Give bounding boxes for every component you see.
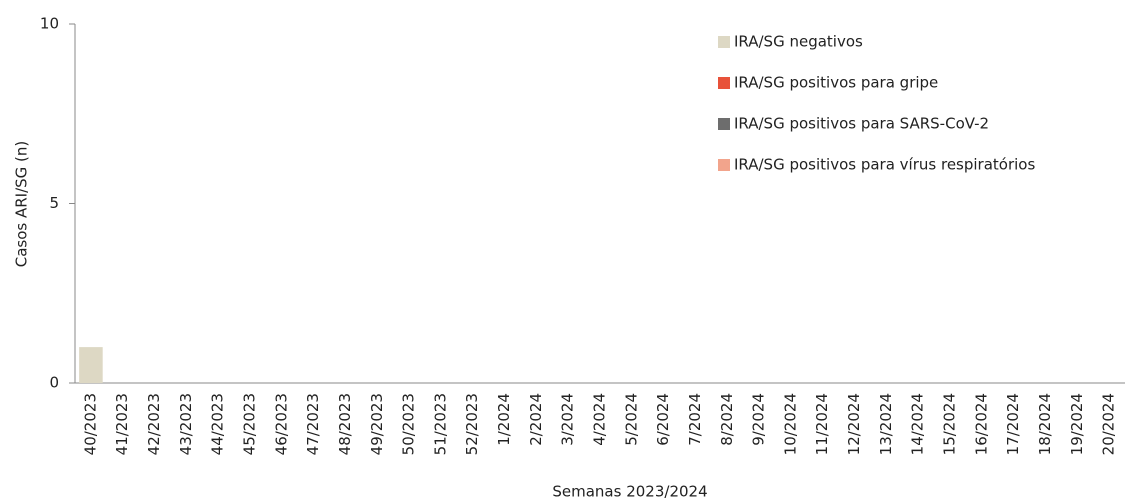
x-tick-label: 43/2023 [177,393,195,455]
x-tick-label: 15/2024 [941,393,959,455]
bar-segment [79,347,103,383]
y-axis-label: Casos ARI/SG (n) [13,141,31,268]
x-tick-label: 13/2024 [877,393,895,455]
x-tick-label: 1/2024 [495,393,513,446]
x-tick-label: 12/2024 [845,393,863,455]
x-tick-label: 47/2023 [304,393,322,455]
legend-label: IRA/SG negativos [734,33,863,51]
x-tick-label: 42/2023 [145,393,163,455]
y-tick-label: 10 [40,15,59,33]
x-tick-label: 40/2023 [81,393,99,455]
x-tick-label: 51/2023 [431,393,449,455]
legend-swatch [718,118,730,130]
x-tick-label: 6/2024 [654,393,672,446]
x-tick-label: 18/2024 [1036,393,1054,455]
x-tick-label: 11/2024 [813,393,831,455]
x-tick-label: 10/2024 [781,393,799,455]
x-tick-label: 4/2024 [591,393,609,446]
legend-swatch [718,159,730,171]
x-tick-label: 49/2023 [368,393,386,455]
x-tick-label: 2/2024 [527,393,545,446]
legend-label: IRA/SG positivos para gripe [734,74,938,92]
x-axis-label: Semanas 2023/2024 [552,483,707,501]
x-tick-label: 8/2024 [718,393,736,446]
x-tick-label: 45/2023 [241,393,259,455]
x-tick-label: 9/2024 [750,393,768,446]
x-tick-label: 41/2023 [113,393,131,455]
y-tick-label: 5 [49,194,59,212]
legend-label: IRA/SG positivos para SARS-CoV-2 [734,115,989,133]
x-tick-label: 17/2024 [1004,393,1022,455]
x-tick-label: 48/2023 [336,393,354,455]
x-tick-label: 46/2023 [272,393,290,455]
x-tick-label: 7/2024 [686,393,704,446]
x-tick-label: 3/2024 [559,393,577,446]
x-tick-label: 20/2024 [1100,393,1118,455]
x-tick-label: 44/2023 [209,393,227,455]
y-tick-label: 0 [49,374,59,392]
x-tick-label: 5/2024 [622,393,640,446]
x-tick-label: 16/2024 [972,393,990,455]
x-tick-label: 52/2023 [463,393,481,455]
x-tick-label: 14/2024 [909,393,927,455]
legend-swatch [718,36,730,48]
legend-label: IRA/SG positivos para vírus respiratório… [734,156,1035,174]
x-tick-label: 50/2023 [400,393,418,455]
legend-swatch [718,77,730,89]
x-tick-label: 19/2024 [1068,393,1086,455]
